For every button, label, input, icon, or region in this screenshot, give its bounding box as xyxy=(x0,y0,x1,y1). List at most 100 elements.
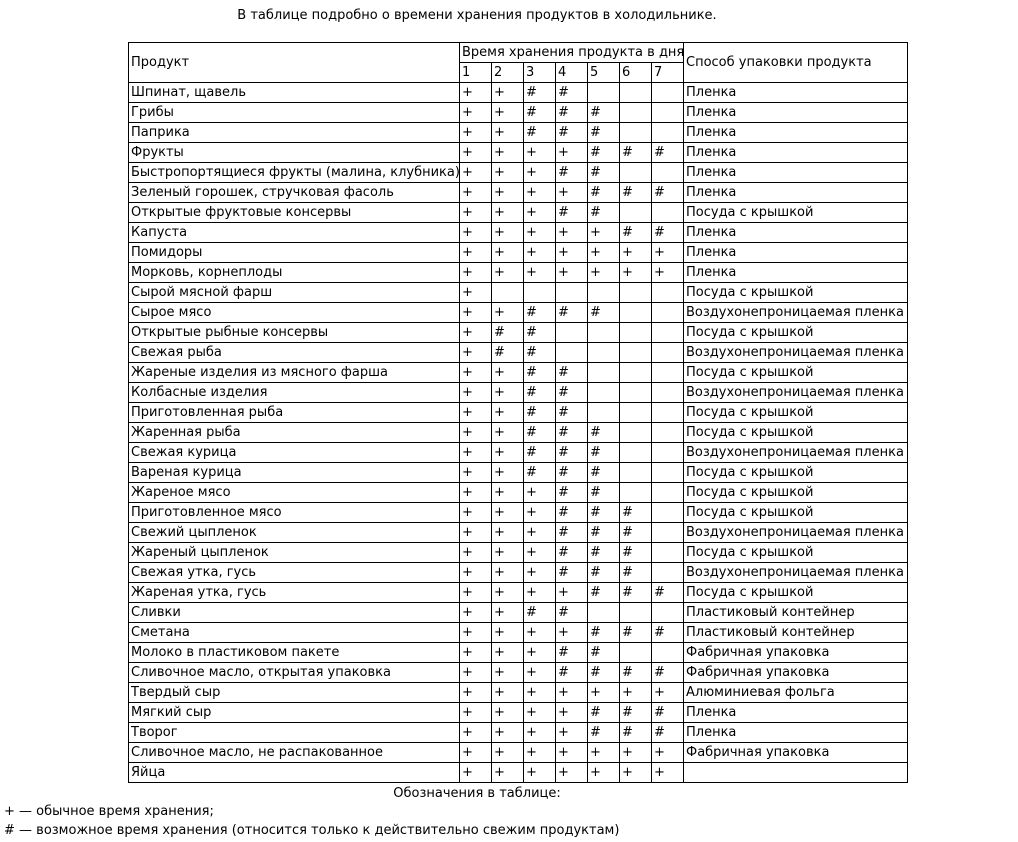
storage-mark-cell xyxy=(651,302,684,323)
storage-mark-cell xyxy=(651,542,684,563)
packaging-cell: Фабричная упаковка xyxy=(683,742,908,763)
storage-mark-cell: + xyxy=(459,102,492,123)
table-row: Грибы + + # # # Пленка xyxy=(128,102,908,123)
storage-mark-cell xyxy=(619,162,652,183)
product-name-cell: Сливочное масло, открытая упаковка xyxy=(128,662,460,683)
days-column-group-header: Время хранения продукта в днях xyxy=(459,42,684,63)
product-name-cell: Открытые рыбные консервы xyxy=(128,322,460,343)
storage-mark-cell: # xyxy=(587,182,620,203)
storage-mark-cell: + xyxy=(459,162,492,183)
storage-mark-cell: + xyxy=(523,642,556,663)
storage-mark-cell: + xyxy=(459,262,492,283)
product-name-cell: Открытые фруктовые консервы xyxy=(128,202,460,223)
packaging-cell: Посуда с крышкой xyxy=(683,462,908,483)
storage-mark-cell: # xyxy=(555,462,588,483)
storage-mark-cell xyxy=(587,402,620,423)
storage-mark-cell: + xyxy=(491,102,524,123)
storage-mark-cell: + xyxy=(555,682,588,703)
storage-mark-cell: + xyxy=(523,582,556,603)
table-header: Продукт Время хранения продукта в днях С… xyxy=(128,42,908,83)
storage-mark-cell: + xyxy=(619,742,652,763)
storage-mark-cell: # xyxy=(651,662,684,683)
table-row: Твердый сыр + + + + + + + Алюминиевая фольга xyxy=(128,682,908,703)
storage-mark-cell: # xyxy=(587,662,620,683)
table-row: Яйца + + + + + + + xyxy=(128,762,908,783)
packaging-cell: Пленка xyxy=(683,182,908,203)
table-row: Творог + + + + # # # Пленка xyxy=(128,722,908,743)
storage-mark-cell: # xyxy=(555,122,588,143)
storage-mark-cell xyxy=(619,102,652,123)
storage-mark-cell: # xyxy=(523,322,556,343)
packaging-cell: Пластиковый контейнер xyxy=(683,602,908,623)
storage-mark-cell: + xyxy=(459,722,492,743)
product-name-cell: Капуста xyxy=(128,222,460,243)
storage-mark-cell: + xyxy=(459,602,492,623)
packaging-cell: Пластиковый контейнер xyxy=(683,622,908,643)
packaging-cell: Посуда с крышкой xyxy=(683,422,908,443)
storage-mark-cell xyxy=(651,362,684,383)
storage-mark-cell: # xyxy=(619,622,652,643)
storage-mark-cell: # xyxy=(587,502,620,523)
packaging-cell: Посуда с крышкой xyxy=(683,542,908,563)
storage-mark-cell xyxy=(619,402,652,423)
storage-mark-cell xyxy=(619,82,652,103)
product-name-cell: Сырое мясо xyxy=(128,302,460,323)
storage-mark-cell: + xyxy=(491,382,524,403)
product-column-header: Продукт xyxy=(128,42,460,83)
storage-mark-cell: + xyxy=(587,242,620,263)
storage-mark-cell: + xyxy=(491,482,524,503)
storage-mark-cell: + xyxy=(491,762,524,783)
storage-mark-cell: # xyxy=(555,442,588,463)
storage-mark-cell: # xyxy=(619,582,652,603)
storage-mark-cell: # xyxy=(651,142,684,163)
product-name-cell: Шпинат, щавель xyxy=(128,82,460,103)
storage-mark-cell: + xyxy=(523,182,556,203)
storage-mark-cell xyxy=(587,342,620,363)
table-row: Свежий цыпленок + + + # # # Воздухонепроницаема… xyxy=(128,522,908,543)
storage-mark-cell: + xyxy=(491,122,524,143)
storage-mark-cell: + xyxy=(491,402,524,423)
table-row: Шпинат, щавель + + # # Пленка xyxy=(128,82,908,103)
storage-mark-cell: + xyxy=(651,262,684,283)
storage-mark-cell: # xyxy=(555,422,588,443)
storage-mark-cell xyxy=(523,282,556,303)
storage-mark-cell: + xyxy=(459,482,492,503)
packaging-cell: Посуда с крышкой xyxy=(683,402,908,423)
packaging-cell: Фабричная упаковка xyxy=(683,662,908,683)
packaging-column-header: Способ упаковки продукта xyxy=(683,42,908,83)
product-name-cell: Жареное мясо xyxy=(128,482,460,503)
storage-mark-cell: + xyxy=(491,202,524,223)
storage-mark-cell: # xyxy=(555,382,588,403)
storage-mark-cell: + xyxy=(491,242,524,263)
storage-mark-cell: + xyxy=(491,622,524,643)
storage-mark-cell: + xyxy=(619,762,652,783)
storage-mark-cell: + xyxy=(459,742,492,763)
storage-mark-cell: + xyxy=(491,302,524,323)
storage-mark-cell: # xyxy=(523,302,556,323)
storage-mark-cell: # xyxy=(651,222,684,243)
storage-mark-cell: + xyxy=(491,462,524,483)
table-body: Шпинат, щавель + + # # Пленка Грибы + + # # # Пленка… xyxy=(128,82,908,783)
packaging-cell: Пленка xyxy=(683,142,908,163)
storage-mark-cell: + xyxy=(459,502,492,523)
storage-mark-cell xyxy=(651,502,684,523)
table-row: Жареный цыпленок + + + # # # Посуда с крышкой xyxy=(128,542,908,563)
packaging-cell: Пленка xyxy=(683,262,908,283)
storage-mark-cell: # xyxy=(555,102,588,123)
storage-mark-cell xyxy=(651,462,684,483)
storage-mark-cell xyxy=(619,382,652,403)
storage-mark-cell: # xyxy=(619,702,652,723)
table-row: Паприка + + # # # Пленка xyxy=(128,122,908,143)
packaging-cell: Посуда с крышкой xyxy=(683,202,908,223)
storage-mark-cell xyxy=(651,82,684,103)
packaging-cell: Пленка xyxy=(683,222,908,243)
storage-mark-cell xyxy=(651,522,684,543)
storage-mark-cell: # xyxy=(523,122,556,143)
product-name-cell: Сметана xyxy=(128,622,460,643)
storage-mark-cell: + xyxy=(459,82,492,103)
product-name-cell: Твердый сыр xyxy=(128,682,460,703)
storage-mark-cell: + xyxy=(555,622,588,643)
storage-mark-cell: # xyxy=(523,362,556,383)
storage-mark-cell: # xyxy=(523,442,556,463)
